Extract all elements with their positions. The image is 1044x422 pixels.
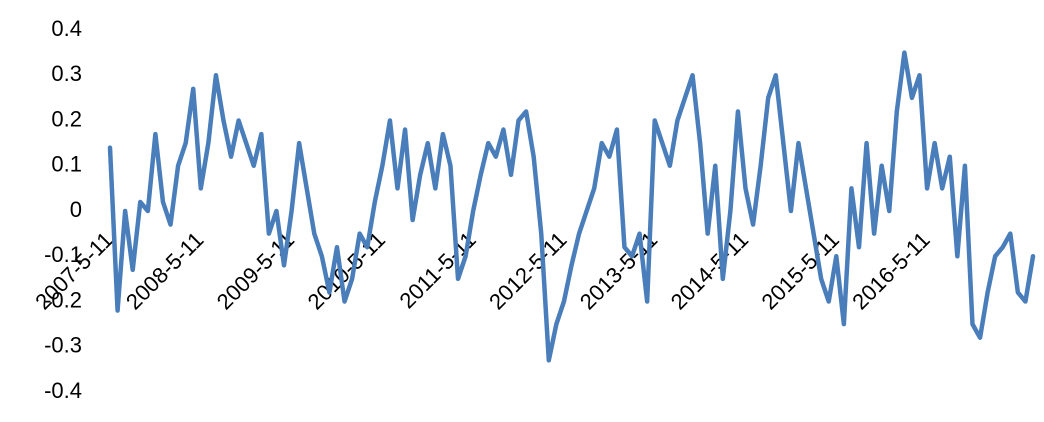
- x-tick-label: 2014-5-11: [666, 227, 753, 314]
- x-tick-label: 2012-5-11: [484, 227, 571, 314]
- y-tick-label: 0.3: [51, 61, 82, 86]
- y-tick-label: 0.2: [51, 106, 82, 131]
- y-tick-label: 0.4: [51, 16, 82, 41]
- y-tick-label: -0.1: [44, 242, 82, 267]
- y-tick-label: -0.2: [44, 287, 82, 312]
- y-tick-label: -0.3: [44, 333, 82, 358]
- y-tick-label: 0.1: [51, 152, 82, 177]
- y-tick-label: 0: [70, 197, 82, 222]
- y-tick-label: -0.4: [44, 378, 82, 403]
- line: [107, 50, 1036, 363]
